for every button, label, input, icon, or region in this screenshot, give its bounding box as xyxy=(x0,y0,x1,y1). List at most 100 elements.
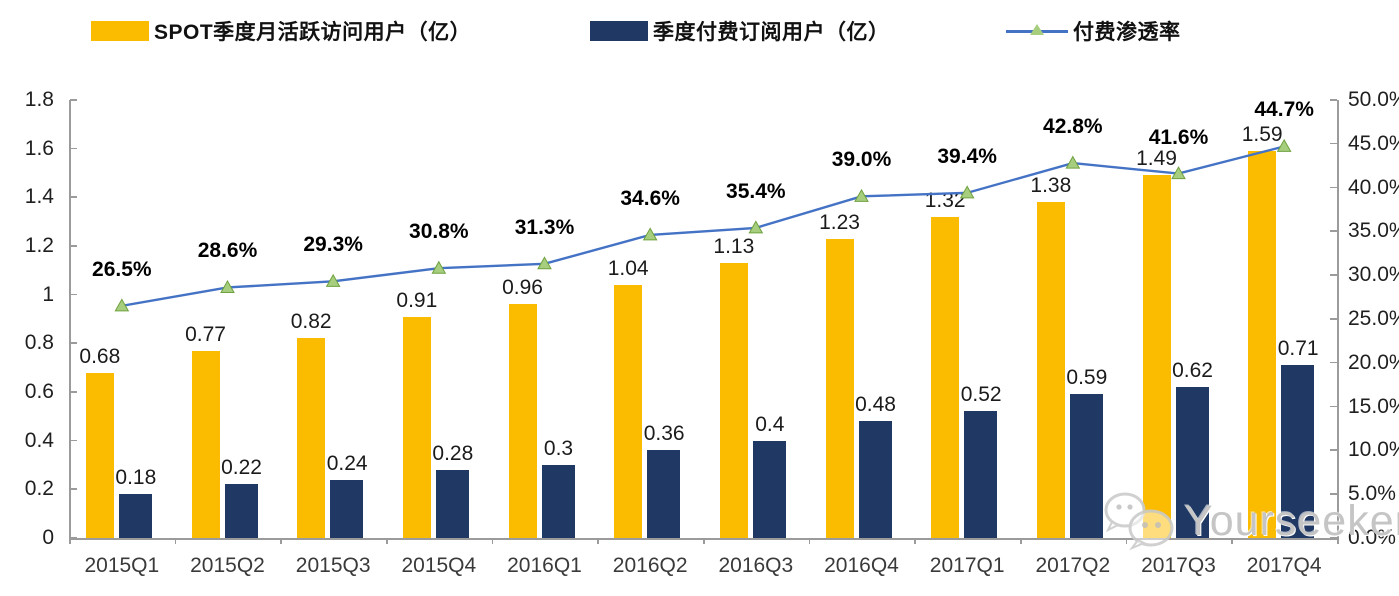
triangle-marker-icon xyxy=(1030,24,1044,35)
x-axis-category-label: 2016Q1 xyxy=(507,554,582,577)
right-axis-tick-label: 35.0% xyxy=(1348,219,1399,243)
left-axis-tick-label: 0.4 xyxy=(24,428,54,452)
penetration-legend-label: 付费渗透率 xyxy=(1073,21,1181,44)
x-axis-category-label: 2017Q1 xyxy=(929,554,1005,577)
mau-bar xyxy=(508,304,537,538)
left-axis-tick-label: 0.2 xyxy=(24,477,54,501)
x-axis-tick xyxy=(1337,538,1339,544)
subs-bar xyxy=(858,421,892,538)
mau-bar-value-label: 1.59 xyxy=(1241,123,1283,147)
x-axis-tick xyxy=(280,538,282,544)
right-axis-tick xyxy=(1330,318,1337,320)
left-axis-tick xyxy=(70,293,77,296)
left-axis-tick xyxy=(70,99,77,101)
right-axis-tick-label: 0.0% xyxy=(1348,526,1396,549)
penetration-value-label: 41.6% xyxy=(1148,125,1209,149)
subs-bar xyxy=(752,440,786,538)
x-axis-category-label: 2016Q3 xyxy=(718,554,794,577)
x-axis-tick xyxy=(703,538,705,544)
x-axis-category-label: 2015Q2 xyxy=(190,554,265,577)
subs-bar xyxy=(435,469,469,538)
x-axis-category-label: 2015Q4 xyxy=(401,554,477,577)
penetration-value-label: 28.6% xyxy=(197,239,258,263)
right-axis-tick xyxy=(1330,99,1337,101)
right-axis-tick-label: 50.0% xyxy=(1348,88,1399,111)
mau-bar-value-label: 0.96 xyxy=(502,276,543,300)
mau-bar xyxy=(1248,151,1277,538)
penetration-value-label: 29.3% xyxy=(303,233,363,257)
penetration-marker-icon xyxy=(854,188,869,202)
left-axis-tick xyxy=(70,391,77,393)
x-axis-tick xyxy=(491,538,494,544)
x-axis-category-label: 2016Q2 xyxy=(612,554,688,577)
subs-bar xyxy=(1281,365,1315,538)
left-axis-tick-label: 0.8 xyxy=(24,331,54,355)
mau-bar-value-label: 1.04 xyxy=(607,256,649,280)
penetration-value-label: 30.8% xyxy=(409,220,469,244)
subs-bar-value-label: 0.22 xyxy=(221,456,262,480)
right-axis-tick-label: 40.0% xyxy=(1348,175,1399,199)
subs-bar-value-label: 0.48 xyxy=(855,393,896,417)
mau-bar-value-label: 0.77 xyxy=(185,322,226,346)
x-axis-tick xyxy=(69,538,71,544)
x-axis-tick xyxy=(386,538,388,544)
penetration-marker-icon xyxy=(325,273,341,287)
right-axis-tick-label: 45.0% xyxy=(1348,131,1399,155)
x-axis-category-label: 2017Q3 xyxy=(1141,554,1216,577)
legend-item-mau: SPOT季度月活跃访问用户（亿） xyxy=(91,18,471,44)
penetration-value-label: 31.3% xyxy=(514,215,575,239)
left-axis-tick-label: 0 xyxy=(42,526,54,549)
mau-bar xyxy=(191,350,220,538)
right-axis-tick-label: 25.0% xyxy=(1348,307,1399,330)
legend-item-penetration: 付费渗透率 xyxy=(1006,18,1181,44)
subs-bar-value-label: 0.36 xyxy=(643,422,685,446)
right-axis-tick xyxy=(1330,449,1337,451)
left-axis-tick xyxy=(70,245,77,247)
subs-bar xyxy=(964,411,998,538)
x-axis-tick xyxy=(1125,538,1128,544)
x-axis-tick xyxy=(1020,538,1022,544)
mau-bar-value-label: 0.82 xyxy=(290,310,332,334)
mau-legend-swatch xyxy=(91,21,149,41)
subs-bar xyxy=(330,479,364,538)
x-axis-category-label: 2017Q2 xyxy=(1035,554,1111,577)
penetration-marker-icon xyxy=(748,220,764,234)
mau-bar-value-label: 1.32 xyxy=(924,188,966,212)
subs-bar xyxy=(541,465,575,538)
mau-bar xyxy=(1036,202,1065,538)
mau-bar-value-label: 1.49 xyxy=(1136,147,1177,171)
left-axis-tick-label: 1.2 xyxy=(24,234,54,257)
right-axis-tick xyxy=(1330,405,1337,408)
x-axis-tick xyxy=(914,538,916,544)
mau-bar xyxy=(719,263,748,538)
watermark-text: Yourseeker xyxy=(1184,496,1399,545)
left-axis-tick-label: 1 xyxy=(42,282,54,306)
left-axis-tick xyxy=(70,147,77,150)
left-axis-tick-label: 0.6 xyxy=(24,380,54,403)
x-axis-tick xyxy=(808,538,811,544)
penetration-value-label: 34.6% xyxy=(620,186,680,210)
subs-bar xyxy=(1175,387,1209,538)
mau-bar xyxy=(402,316,431,538)
mau-bar-value-label: 0.91 xyxy=(396,288,438,312)
right-axis-tick xyxy=(1330,230,1337,232)
left-axis-tick xyxy=(70,342,77,344)
legend-item-subs: 季度付费订阅用户（亿） xyxy=(590,18,890,44)
subs-bar-value-label: 0.52 xyxy=(960,383,1002,407)
subs-bar-value-label: 0.18 xyxy=(115,466,157,490)
right-axis-tick-label: 5.0% xyxy=(1348,482,1396,506)
subs-bar-value-label: 0.3 xyxy=(543,437,574,460)
mau-bar-value-label: 1.38 xyxy=(1030,174,1072,198)
mau-bar xyxy=(85,372,114,538)
penetration-value-label: 44.7% xyxy=(1254,98,1314,122)
mau-bar-value-label: 1.23 xyxy=(819,210,860,234)
subs-bar xyxy=(224,484,258,538)
subs-bar-value-label: 0.62 xyxy=(1172,359,1213,383)
mau-legend-label: SPOT季度月活跃访问用户（亿） xyxy=(154,21,472,44)
mau-bar xyxy=(614,284,643,538)
watermark: Yourseeker xyxy=(1098,488,1399,554)
left-axis-tick-label: 1.4 xyxy=(24,185,54,209)
subs-bar xyxy=(118,494,152,538)
left-axis-tick xyxy=(70,439,77,442)
